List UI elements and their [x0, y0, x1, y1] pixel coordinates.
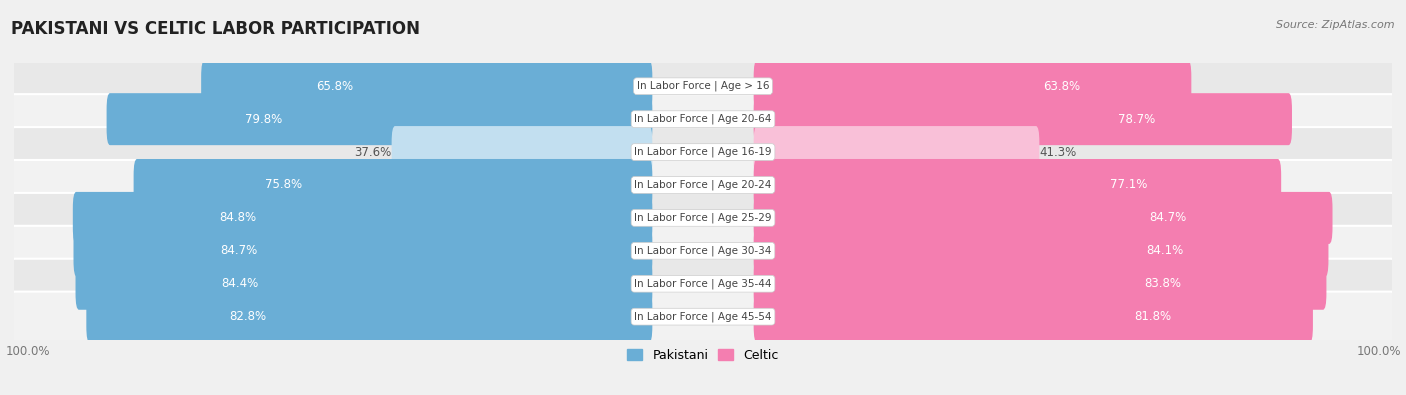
FancyBboxPatch shape [754, 159, 1281, 211]
Text: In Labor Force | Age 30-34: In Labor Force | Age 30-34 [634, 246, 772, 256]
FancyBboxPatch shape [76, 258, 652, 310]
Text: In Labor Force | Age 20-24: In Labor Force | Age 20-24 [634, 180, 772, 190]
Text: In Labor Force | Age 45-54: In Labor Force | Age 45-54 [634, 311, 772, 322]
FancyBboxPatch shape [13, 226, 1393, 276]
Text: 37.6%: 37.6% [354, 146, 392, 158]
Text: 41.3%: 41.3% [1039, 146, 1077, 158]
Text: 84.7%: 84.7% [219, 245, 257, 257]
FancyBboxPatch shape [754, 291, 1313, 342]
Text: 84.7%: 84.7% [1149, 211, 1187, 224]
Text: 65.8%: 65.8% [315, 80, 353, 93]
Text: 75.8%: 75.8% [264, 179, 302, 192]
Text: 84.8%: 84.8% [219, 211, 256, 224]
FancyBboxPatch shape [134, 159, 652, 211]
Text: In Labor Force | Age > 16: In Labor Force | Age > 16 [637, 81, 769, 92]
Text: In Labor Force | Age 20-64: In Labor Force | Age 20-64 [634, 114, 772, 124]
FancyBboxPatch shape [754, 225, 1329, 277]
Text: 82.8%: 82.8% [229, 310, 267, 323]
Legend: Pakistani, Celtic: Pakistani, Celtic [623, 344, 783, 367]
FancyBboxPatch shape [13, 61, 1393, 111]
FancyBboxPatch shape [13, 160, 1393, 210]
Text: 84.4%: 84.4% [221, 277, 259, 290]
Text: In Labor Force | Age 16-19: In Labor Force | Age 16-19 [634, 147, 772, 157]
Text: In Labor Force | Age 25-29: In Labor Force | Age 25-29 [634, 213, 772, 223]
Text: Source: ZipAtlas.com: Source: ZipAtlas.com [1277, 20, 1395, 30]
Text: 84.1%: 84.1% [1146, 245, 1182, 257]
FancyBboxPatch shape [13, 127, 1393, 177]
Text: In Labor Force | Age 35-44: In Labor Force | Age 35-44 [634, 278, 772, 289]
FancyBboxPatch shape [754, 192, 1333, 244]
FancyBboxPatch shape [13, 94, 1393, 144]
FancyBboxPatch shape [754, 126, 1039, 178]
Text: 81.8%: 81.8% [1135, 310, 1171, 323]
FancyBboxPatch shape [73, 225, 652, 277]
Text: 78.7%: 78.7% [1118, 113, 1156, 126]
FancyBboxPatch shape [754, 258, 1326, 310]
FancyBboxPatch shape [13, 193, 1393, 243]
FancyBboxPatch shape [73, 192, 652, 244]
FancyBboxPatch shape [754, 93, 1292, 145]
FancyBboxPatch shape [392, 126, 652, 178]
FancyBboxPatch shape [13, 292, 1393, 342]
FancyBboxPatch shape [13, 259, 1393, 309]
FancyBboxPatch shape [86, 291, 652, 342]
Text: 83.8%: 83.8% [1144, 277, 1181, 290]
Text: PAKISTANI VS CELTIC LABOR PARTICIPATION: PAKISTANI VS CELTIC LABOR PARTICIPATION [11, 20, 420, 38]
Text: 79.8%: 79.8% [245, 113, 283, 126]
FancyBboxPatch shape [107, 93, 652, 145]
FancyBboxPatch shape [754, 60, 1191, 112]
Text: 77.1%: 77.1% [1111, 179, 1147, 192]
FancyBboxPatch shape [201, 60, 652, 112]
Text: 63.8%: 63.8% [1043, 80, 1080, 93]
